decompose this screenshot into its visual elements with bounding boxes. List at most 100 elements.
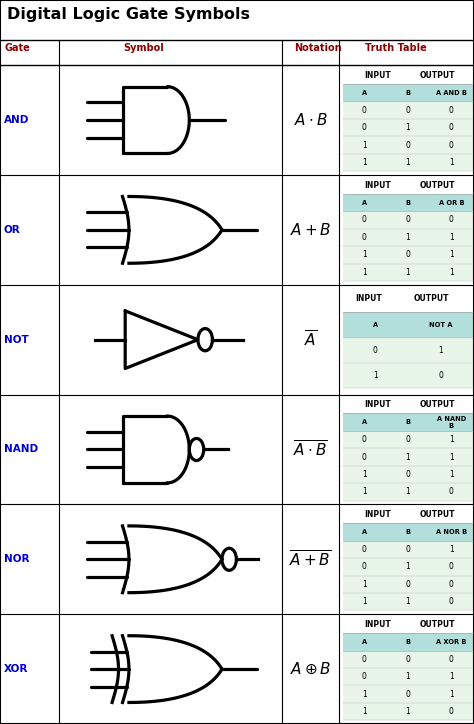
Text: Symbol: Symbol [123, 43, 164, 53]
Bar [343, 153, 473, 171]
Text: OUTPUT: OUTPUT [420, 510, 456, 519]
Text: INPUT: INPUT [365, 510, 391, 519]
Bar [343, 633, 473, 650]
Text: 1: 1 [449, 435, 454, 444]
Text: A: A [373, 321, 378, 327]
Text: 0: 0 [362, 435, 367, 444]
Bar [343, 246, 473, 264]
Bar [343, 448, 473, 466]
Text: OUTPUT: OUTPUT [420, 180, 456, 190]
Text: Gate: Gate [5, 43, 30, 53]
Bar [343, 686, 473, 703]
Text: 0: 0 [438, 371, 443, 380]
Text: 1: 1 [362, 251, 367, 259]
Text: 1: 1 [405, 268, 410, 277]
Text: B: B [405, 419, 410, 425]
Text: INPUT: INPUT [365, 620, 391, 629]
Text: 1: 1 [438, 345, 443, 355]
Text: OUTPUT: OUTPUT [420, 400, 456, 409]
Text: 1: 1 [362, 487, 367, 497]
Bar [343, 312, 473, 337]
Text: 1: 1 [362, 158, 367, 167]
Text: $\overline{A \cdot B}$: $\overline{A \cdot B}$ [293, 439, 328, 460]
Text: 0: 0 [362, 452, 367, 461]
Text: 1: 1 [362, 597, 367, 606]
Text: 1: 1 [405, 563, 410, 571]
Text: 0: 0 [362, 545, 367, 554]
Text: 0: 0 [449, 140, 454, 150]
Bar [343, 194, 473, 211]
Text: INPUT: INPUT [365, 400, 391, 409]
Text: A: A [362, 419, 367, 425]
Text: 1: 1 [449, 452, 454, 461]
Text: 1: 1 [362, 140, 367, 150]
Text: 1: 1 [449, 470, 454, 479]
Text: 0: 0 [449, 106, 454, 114]
Bar [343, 558, 473, 576]
Text: 0: 0 [405, 470, 410, 479]
Bar [343, 483, 473, 500]
Text: 1: 1 [449, 251, 454, 259]
Bar [343, 523, 473, 541]
Text: 0: 0 [405, 435, 410, 444]
Text: 1: 1 [405, 123, 410, 132]
Bar [343, 337, 473, 363]
Bar [343, 593, 473, 610]
Text: 1: 1 [405, 597, 410, 606]
Text: 1: 1 [449, 158, 454, 167]
Text: 0: 0 [405, 251, 410, 259]
Text: AND: AND [4, 115, 29, 125]
Text: NOR: NOR [4, 555, 29, 564]
Text: NAND: NAND [4, 445, 38, 455]
Text: 0: 0 [362, 233, 367, 242]
Text: 1: 1 [405, 452, 410, 461]
Text: $\overline{A}$: $\overline{A}$ [304, 329, 317, 350]
Text: INPUT: INPUT [365, 71, 391, 80]
Text: 1: 1 [405, 707, 410, 716]
Text: 0: 0 [449, 563, 454, 571]
Text: A: A [362, 90, 367, 96]
Text: 0: 0 [405, 580, 410, 589]
Text: OUTPUT: OUTPUT [420, 620, 456, 629]
Text: 0: 0 [362, 672, 367, 681]
Text: 0: 0 [405, 545, 410, 554]
Bar [343, 431, 473, 448]
Text: 0: 0 [449, 654, 454, 664]
Text: 1: 1 [373, 371, 378, 380]
Text: 1: 1 [405, 158, 410, 167]
Text: $A \oplus B$: $A \oplus B$ [290, 662, 331, 677]
Bar [343, 703, 473, 720]
Text: 1: 1 [449, 672, 454, 681]
Text: OUTPUT: OUTPUT [420, 71, 456, 80]
Text: B: B [405, 90, 410, 96]
Bar [343, 668, 473, 686]
Text: 1: 1 [449, 689, 454, 699]
Text: A: A [362, 200, 367, 206]
Text: 1: 1 [405, 672, 410, 681]
Text: 1: 1 [405, 233, 410, 242]
Text: 0: 0 [405, 689, 410, 699]
Text: B: B [405, 529, 410, 535]
Text: $A + B$: $A + B$ [290, 222, 331, 238]
Text: A XOR B: A XOR B [436, 639, 466, 645]
Bar [343, 413, 473, 431]
Text: 1: 1 [449, 545, 454, 554]
Bar [343, 576, 473, 593]
Text: 0: 0 [449, 123, 454, 132]
Text: NOT A: NOT A [428, 321, 452, 327]
Text: INPUT: INPUT [365, 180, 391, 190]
Text: A AND B: A AND B [436, 90, 467, 96]
Bar [343, 650, 473, 668]
Text: 0: 0 [362, 123, 367, 132]
Text: 0: 0 [362, 563, 367, 571]
Text: OR: OR [4, 225, 20, 235]
Bar [343, 101, 473, 119]
Text: A OR B: A OR B [438, 200, 464, 206]
Text: 1: 1 [362, 470, 367, 479]
Text: Truth Table: Truth Table [365, 43, 427, 53]
Text: 0: 0 [362, 654, 367, 664]
Text: B: B [405, 200, 410, 206]
Text: OUTPUT: OUTPUT [414, 295, 449, 303]
Bar [343, 264, 473, 281]
Text: 1: 1 [449, 268, 454, 277]
